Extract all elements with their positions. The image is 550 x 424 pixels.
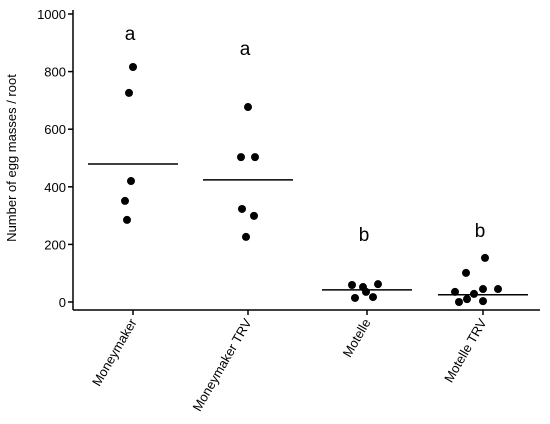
data-point bbox=[369, 293, 377, 302]
y-tick-label: 600 bbox=[44, 122, 66, 137]
data-point bbox=[481, 253, 489, 262]
data-point bbox=[237, 153, 245, 162]
data-point bbox=[244, 103, 252, 112]
data-point bbox=[470, 289, 478, 298]
x-tick-label: Moneymaker TRV bbox=[189, 316, 254, 414]
x-tick-label: Moneymaker bbox=[89, 315, 140, 388]
x-tick-label: Motelle TRV bbox=[441, 316, 490, 385]
data-point bbox=[129, 62, 137, 71]
data-point bbox=[455, 298, 463, 306]
data-point bbox=[250, 211, 258, 220]
x-tick-label: Motelle bbox=[340, 316, 374, 360]
data-point bbox=[479, 297, 487, 306]
annotation: a bbox=[125, 24, 136, 45]
y-tick-label: 1000 bbox=[37, 7, 66, 22]
data-point bbox=[238, 204, 246, 213]
data-point bbox=[462, 268, 470, 277]
annotation: b bbox=[475, 221, 486, 242]
data-point bbox=[123, 215, 131, 224]
data-point bbox=[251, 153, 259, 162]
y-tick-label: 0 bbox=[59, 295, 66, 310]
data-point bbox=[242, 232, 250, 241]
y-tick-label: 200 bbox=[44, 237, 66, 252]
annotation: a bbox=[240, 39, 251, 60]
annotation: b bbox=[359, 225, 370, 246]
data-point bbox=[494, 285, 502, 294]
data-point bbox=[479, 285, 487, 294]
data-point bbox=[362, 287, 370, 296]
data-point bbox=[351, 293, 359, 302]
data-point bbox=[125, 88, 133, 97]
data-point bbox=[348, 281, 356, 290]
data-point bbox=[451, 287, 459, 296]
y-tick-label: 400 bbox=[44, 180, 66, 195]
data-point bbox=[127, 177, 135, 186]
data-point bbox=[463, 295, 471, 304]
y-tick-label: 800 bbox=[44, 65, 66, 80]
data-point bbox=[374, 280, 382, 289]
data-point bbox=[121, 196, 129, 205]
y-axis-label: Number of egg masses / root bbox=[4, 74, 19, 242]
